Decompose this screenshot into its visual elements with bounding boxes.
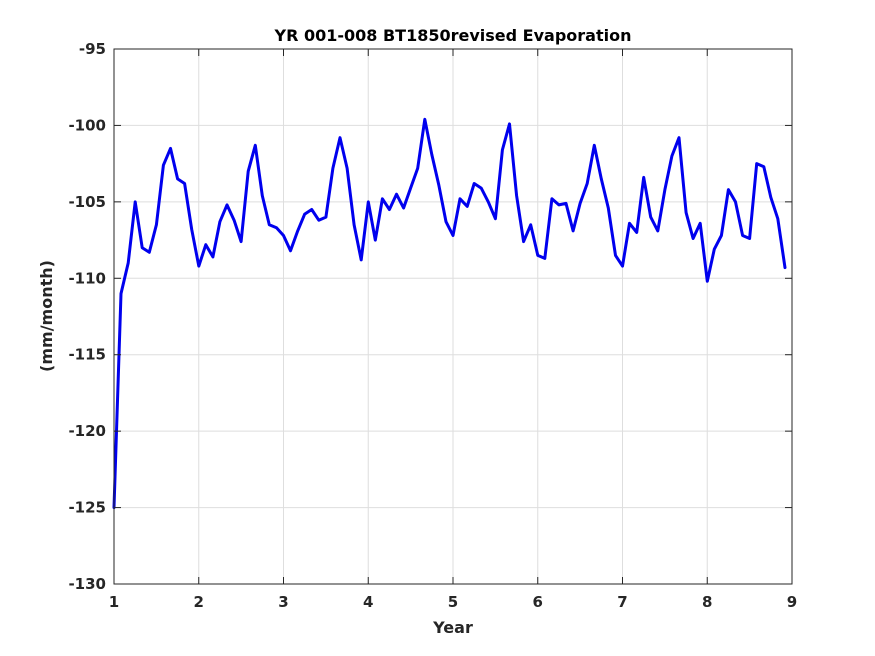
y-tick-label: -120 bbox=[68, 422, 106, 440]
series-line bbox=[112, 117, 787, 510]
y-tick-label: -100 bbox=[68, 116, 106, 134]
x-tick-label: 7 bbox=[617, 593, 627, 611]
chart-title: YR 001-008 BT1850revised Evaporation bbox=[274, 26, 632, 45]
y-tick-label: -130 bbox=[68, 575, 106, 593]
y-axis-title: (mm/month) bbox=[37, 260, 56, 372]
x-tick-label: 2 bbox=[194, 593, 204, 611]
x-tick-label: 9 bbox=[787, 593, 797, 611]
y-tick-label: -115 bbox=[68, 346, 106, 364]
x-tick-label: 5 bbox=[448, 593, 458, 611]
x-tick-label: 1 bbox=[109, 593, 119, 611]
x-tick-label: 3 bbox=[278, 593, 288, 611]
x-tick-label: 6 bbox=[533, 593, 543, 611]
y-tick-label: -110 bbox=[68, 269, 106, 287]
ticks: 1 2 3 4 5 6 7 8 9 -130 -125 -120 -115 -110 -105 -100 -95 bbox=[68, 40, 797, 611]
y-tick-label: -105 bbox=[68, 193, 106, 211]
x-tick-label: 4 bbox=[363, 593, 373, 611]
x-axis-title: Year bbox=[432, 618, 473, 637]
series-layer bbox=[112, 117, 787, 510]
y-tick-label: -95 bbox=[79, 40, 106, 58]
x-tick-label: 8 bbox=[702, 593, 712, 611]
grid bbox=[114, 49, 792, 584]
y-tick-label: -125 bbox=[68, 499, 106, 517]
